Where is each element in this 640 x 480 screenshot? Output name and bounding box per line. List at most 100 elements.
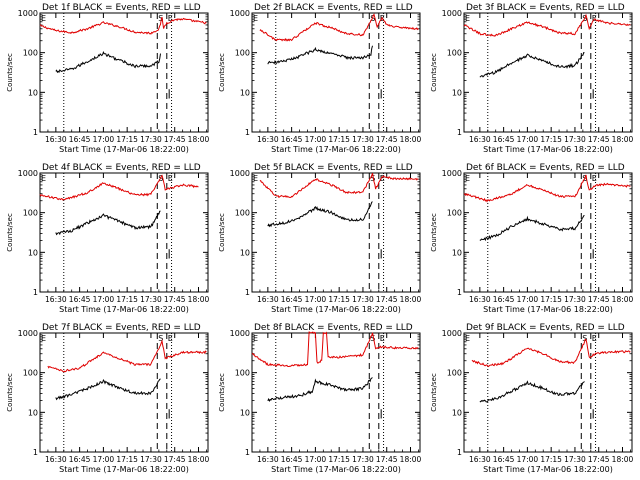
series-lld-red	[39, 174, 199, 201]
x-tick-label: 17:45	[588, 295, 610, 304]
y-tick-label: 1	[457, 448, 462, 457]
x-tick-label: 17:45	[376, 455, 398, 464]
x-tick-label: 18:00	[612, 295, 634, 304]
series-events-black	[479, 215, 585, 242]
x-tick-label: 16:30	[45, 135, 67, 144]
y-tick-label: 100	[235, 209, 250, 218]
x-tick-label: 17:15	[116, 455, 138, 464]
x-tick-label: 17:00	[93, 135, 115, 144]
x-tick-label: 16:45	[69, 455, 91, 464]
x-tick-label: 17:30	[352, 295, 374, 304]
flag-left: E	[41, 14, 46, 23]
x-tick-label: 17:15	[328, 295, 350, 304]
plot-frame	[463, 172, 633, 293]
flag-end: E	[380, 334, 385, 343]
y-tick-label: 1000	[18, 329, 38, 338]
flag-left: E	[465, 14, 470, 23]
y-axis-label: Counts/sec	[218, 213, 226, 252]
x-tick-label: 17:15	[540, 455, 562, 464]
series-events-black	[55, 210, 161, 236]
x-tick-label: 17:00	[305, 135, 327, 144]
y-tick-label: 100	[447, 369, 462, 378]
x-axis-label: Start Time (17-Mar-06 18:22:00)	[271, 145, 401, 154]
panel-det-9: Det 9f BLACK = Events, RED = LLD 1 10 100 10…	[430, 323, 634, 474]
plot-frame	[463, 12, 633, 133]
x-tick-label: 17:00	[93, 295, 115, 304]
y-tick-label: 1000	[230, 329, 250, 338]
x-tick-label: 18:00	[400, 295, 422, 304]
series-lld-red	[251, 331, 419, 367]
x-tick-label: 16:45	[69, 135, 91, 144]
x-tick-label: 16:30	[45, 455, 67, 464]
panel-title: Det 1f BLACK = Events, RED = LLD	[42, 3, 201, 13]
x-tick-label: 17:45	[376, 135, 398, 144]
flag-left: E	[465, 334, 470, 343]
x-tick-label: 18:00	[612, 455, 634, 464]
x-tick-label: 16:30	[469, 135, 491, 144]
y-tick-label: 100	[23, 49, 38, 58]
flag-left: E	[41, 174, 46, 183]
y-axis-label: Counts/sec	[6, 213, 14, 252]
panel-det-8: Det 8f BLACK = Events, RED = LLD 1 10 100 10…	[218, 323, 422, 474]
y-tick-label: 1000	[230, 169, 250, 178]
y-axis-label: Counts/sec	[430, 213, 438, 252]
panel-title: Det 3f BLACK = Events, RED = LLD	[466, 3, 625, 13]
flag-start: S	[370, 334, 375, 343]
panel-title: Det 2f BLACK = Events, RED = LLD	[254, 3, 413, 13]
x-tick-label: 16:45	[69, 295, 91, 304]
y-tick-label: 10	[452, 248, 462, 257]
x-axis-label: Start Time (17-Mar-06 18:22:00)	[483, 145, 613, 154]
panel-title: Det 7f BLACK = Events, RED = LLD	[42, 323, 201, 333]
y-tick-label: 1	[245, 448, 250, 457]
panel-det-1: Det 1f BLACK = Events, RED = LLD 1 10 100 10…	[6, 3, 210, 154]
y-tick-label: 100	[447, 209, 462, 218]
x-tick-label: 16:30	[257, 455, 279, 464]
y-tick-label: 1	[33, 288, 38, 297]
series-events-black	[479, 52, 585, 78]
flag-end: E	[380, 174, 385, 183]
plot-frame	[251, 12, 421, 133]
flag-start: S	[158, 334, 163, 343]
flag-end: E	[168, 14, 173, 23]
y-tick-label: 10	[240, 88, 250, 97]
y-tick-label: 1000	[442, 329, 462, 338]
series-lld-red	[47, 339, 207, 373]
x-tick-label: 17:15	[540, 295, 562, 304]
x-tick-label: 16:30	[45, 295, 67, 304]
series-events-black	[55, 378, 161, 401]
plot-frame	[39, 332, 209, 453]
x-tick-label: 17:30	[352, 455, 374, 464]
flag-left: E	[465, 174, 470, 183]
series-lld-red	[259, 173, 419, 199]
y-tick-label: 1	[245, 128, 250, 137]
panel-det-5: Det 5f BLACK = Events, RED = LLD 1 10 100 10…	[218, 163, 422, 314]
flag-left: E	[253, 334, 258, 343]
x-tick-label: 17:45	[376, 295, 398, 304]
x-tick-label: 16:30	[469, 295, 491, 304]
x-tick-label: 17:00	[305, 455, 327, 464]
series-events-black	[55, 50, 161, 74]
x-tick-label: 18:00	[188, 135, 210, 144]
y-axis-label: Counts/sec	[6, 53, 14, 92]
series-lld-red	[463, 13, 631, 37]
flag-left: E	[253, 14, 258, 23]
series-lld-red	[259, 13, 419, 42]
flag-left: E	[253, 174, 258, 183]
x-tick-label: 17:30	[564, 295, 586, 304]
x-tick-label: 17:45	[164, 295, 186, 304]
x-tick-label: 16:45	[281, 135, 303, 144]
y-tick-label: 10	[240, 248, 250, 257]
x-tick-label: 17:00	[517, 135, 539, 144]
flag-end: E	[168, 174, 173, 183]
x-tick-label: 17:30	[140, 295, 162, 304]
x-tick-label: 17:00	[517, 295, 539, 304]
x-axis-label: Start Time (17-Mar-06 18:22:00)	[59, 145, 189, 154]
series-lld-red	[39, 16, 207, 35]
x-tick-label: 16:45	[493, 295, 515, 304]
x-tick-label: 16:30	[257, 295, 279, 304]
series-events-black	[267, 377, 373, 403]
x-tick-label: 18:00	[400, 455, 422, 464]
x-tick-label: 17:45	[164, 135, 186, 144]
flag-end: E	[592, 334, 597, 343]
